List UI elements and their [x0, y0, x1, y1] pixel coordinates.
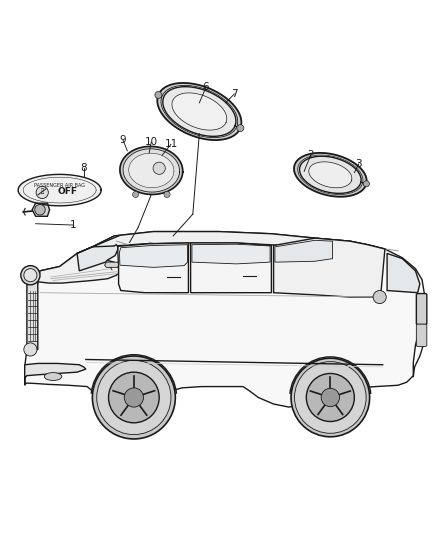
Circle shape [155, 92, 162, 99]
Text: 👤: 👤 [41, 189, 44, 195]
Polygon shape [123, 149, 180, 192]
Ellipse shape [44, 373, 62, 381]
Text: 8: 8 [80, 163, 87, 173]
Polygon shape [387, 253, 420, 293]
Text: 2: 2 [307, 150, 314, 160]
Polygon shape [275, 240, 332, 262]
Polygon shape [77, 245, 118, 271]
Text: 7: 7 [231, 89, 237, 99]
Circle shape [237, 125, 244, 132]
Polygon shape [294, 153, 367, 197]
FancyBboxPatch shape [417, 294, 427, 325]
Circle shape [36, 187, 48, 199]
Circle shape [24, 343, 37, 356]
Polygon shape [25, 364, 86, 385]
Text: 9: 9 [120, 135, 126, 145]
Circle shape [92, 356, 175, 439]
Polygon shape [118, 243, 188, 293]
Polygon shape [163, 87, 236, 136]
Polygon shape [120, 147, 183, 195]
Circle shape [97, 360, 171, 434]
Text: 10: 10 [145, 137, 158, 147]
Text: 1: 1 [69, 220, 76, 230]
Polygon shape [27, 282, 38, 350]
Circle shape [21, 265, 40, 285]
Text: 3: 3 [355, 159, 362, 169]
Polygon shape [38, 247, 121, 283]
Circle shape [35, 205, 45, 215]
Text: OFF: OFF [57, 188, 77, 197]
Circle shape [306, 374, 354, 422]
Circle shape [24, 269, 37, 282]
Polygon shape [32, 203, 49, 216]
Polygon shape [274, 238, 385, 297]
FancyBboxPatch shape [417, 324, 427, 346]
Circle shape [291, 358, 370, 437]
Circle shape [321, 389, 339, 407]
Polygon shape [300, 156, 361, 193]
Polygon shape [191, 243, 272, 293]
Circle shape [363, 181, 369, 187]
Polygon shape [129, 153, 174, 188]
Text: PASSENGER AIR BAG: PASSENGER AIR BAG [34, 183, 85, 188]
Polygon shape [192, 244, 270, 264]
Polygon shape [105, 262, 119, 268]
Polygon shape [120, 245, 187, 268]
Circle shape [373, 290, 386, 304]
Circle shape [294, 362, 366, 433]
Circle shape [164, 191, 170, 198]
Text: 6: 6 [203, 83, 209, 93]
Circle shape [153, 162, 165, 174]
Circle shape [133, 191, 139, 198]
Polygon shape [309, 162, 352, 188]
Polygon shape [25, 231, 424, 407]
Text: 11: 11 [164, 139, 177, 149]
Polygon shape [92, 231, 385, 253]
Polygon shape [18, 174, 101, 206]
Circle shape [124, 388, 144, 407]
Circle shape [109, 372, 159, 423]
Polygon shape [172, 93, 227, 130]
Polygon shape [157, 83, 241, 140]
